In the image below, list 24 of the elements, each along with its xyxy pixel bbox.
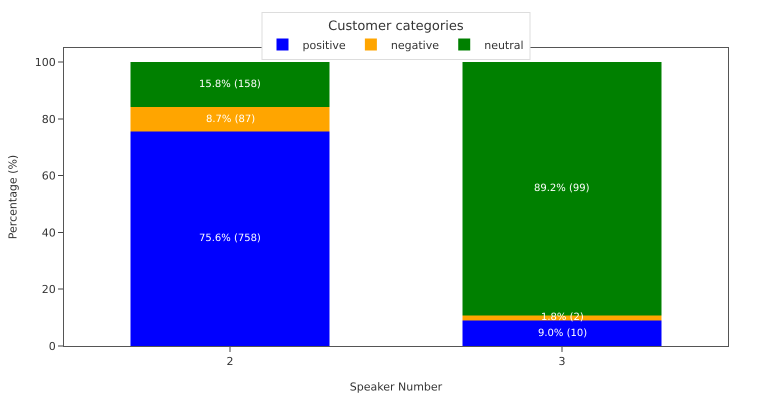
y-tick-label: 100	[34, 56, 56, 70]
y-tick-label: 0	[48, 340, 56, 353]
legend-label: positive	[302, 38, 346, 52]
y-tick-label: 40	[42, 226, 56, 240]
bar	[130, 62, 330, 107]
x-axis-title: Speaker Number	[350, 380, 443, 394]
bar	[462, 320, 662, 346]
legend-label: neutral	[484, 38, 524, 52]
data-label: 75.6% (758)	[199, 233, 261, 244]
y-axis-title: Percentage (%)	[6, 154, 20, 240]
data-label: 8.7% (87)	[206, 114, 256, 125]
bar	[130, 106, 330, 132]
y-tick-label: 80	[42, 112, 56, 126]
x-tick-label: 3	[558, 355, 566, 368]
y-tick-label: 20	[42, 283, 56, 296]
data-label: 15.8% (158)	[199, 79, 261, 90]
bar	[130, 131, 330, 346]
legend-title: Customer categories	[328, 18, 464, 34]
x-tick-label: 2	[226, 355, 234, 368]
data-label: 1.8% (2)	[541, 312, 584, 323]
y-tick-label: 60	[42, 170, 56, 183]
data-label: 89.2% (99)	[534, 183, 590, 194]
legend-label: negative	[390, 38, 440, 52]
data-label: 9.0% (10)	[538, 328, 588, 339]
